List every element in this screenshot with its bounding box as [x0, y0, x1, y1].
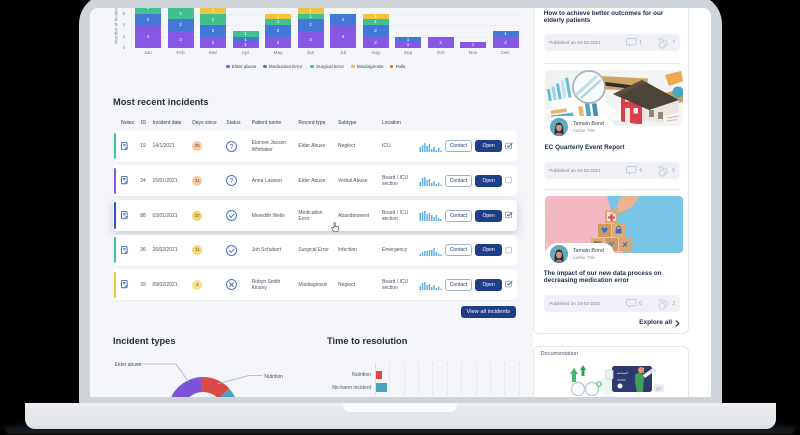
- svg-text:?: ?: [230, 178, 234, 185]
- svg-text:?: ?: [230, 144, 234, 151]
